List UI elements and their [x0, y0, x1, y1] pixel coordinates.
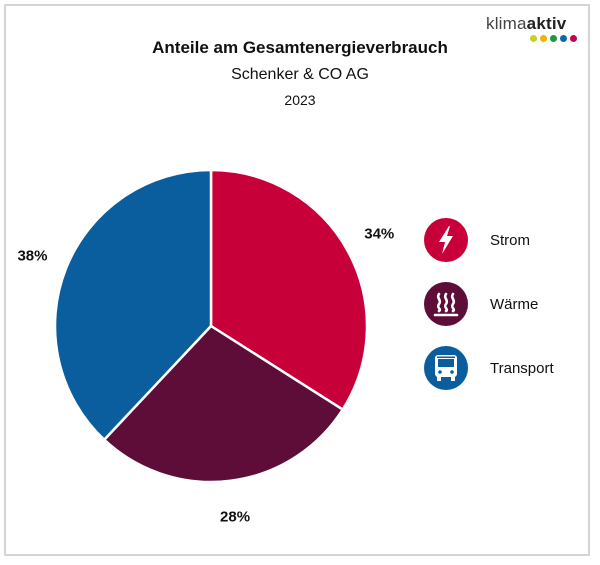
chart-year: 2023	[284, 92, 316, 108]
legend-item-strom: Strom	[424, 208, 554, 272]
lightning-icon	[424, 218, 468, 262]
chart-subtitle: Schenker & CO AG	[231, 66, 369, 83]
legend-item-transport: Transport	[424, 336, 554, 400]
data-label-strom: 34%	[364, 226, 394, 243]
legend-label: Wärme	[490, 295, 539, 313]
logo-dot	[550, 35, 557, 42]
logo-dots	[486, 35, 586, 42]
data-label-transport: 38%	[17, 247, 47, 264]
data-label-wärme: 28%	[220, 508, 250, 525]
logo-dot	[560, 35, 567, 42]
logo-dot	[570, 35, 577, 42]
klimaaktiv-logo: klimaaktiv	[486, 14, 586, 42]
legend-label: Transport	[490, 359, 554, 377]
pie-slice-wärme	[102, 324, 344, 484]
logo-text: klimaaktiv	[486, 14, 586, 34]
logo-dot	[530, 35, 537, 42]
legend-label: Strom	[490, 231, 531, 249]
heat-icon	[424, 282, 468, 326]
bus-icon	[424, 346, 468, 390]
logo-dot	[540, 35, 547, 42]
chart-title: Anteile am Gesamtenergieverbrauch	[152, 38, 448, 57]
pie-slice-transport	[53, 168, 213, 441]
logo-text-light: klima	[486, 14, 527, 33]
legend-item-wärme: Wärme	[424, 272, 554, 336]
legend: Strom Wärme Transport	[424, 208, 554, 400]
logo-text-bold: aktiv	[526, 14, 567, 33]
